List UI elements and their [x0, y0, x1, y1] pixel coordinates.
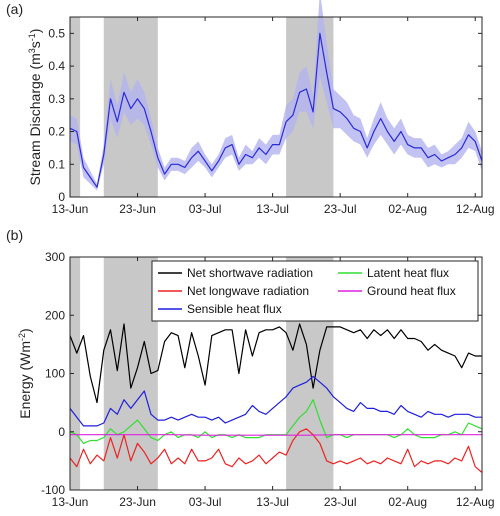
panel-b-xtick-label: 03-Jul: [189, 495, 222, 509]
panel-a-ytick-label: 0.1: [48, 157, 65, 171]
panel-a-xtick-label: 23-Jul: [324, 202, 357, 216]
panel-a-xtick-label: 02-Aug: [388, 202, 427, 216]
panel-b-ytick-label: -100: [41, 483, 65, 497]
panel-a-xtick-label: 13-Jun: [52, 202, 89, 216]
panel-a-ytick-label: 0.2: [48, 125, 65, 139]
panel-a-series-discharge: [69, 32, 483, 188]
legend: Net shortwave radiation Latent heat flux N…: [151, 260, 479, 322]
legend-label-net-longwave-radiation: Net longwave radiation: [187, 284, 309, 298]
panel-b-label: (b): [6, 227, 23, 243]
panel-b-series-ground-heat-flux: [70, 434, 482, 436]
panel-a-xtick-label: 13-Jul: [256, 202, 289, 216]
legend-label-net-shortwave-radiation: Net shortwave radiation: [187, 266, 313, 280]
panel-a-label: (a): [6, 1, 23, 17]
panel-a-ytick-label: 0.3: [48, 92, 65, 106]
panel-a-xtick-label: 23-Jun: [119, 202, 156, 216]
panel-b-xtick-label: 02-Aug: [388, 495, 427, 509]
panel-a-xtick-label: 03-Jul: [189, 202, 222, 216]
panel-a-xtick-label: 12-Aug: [456, 202, 495, 216]
panel-b-ytick-label: 300: [45, 250, 65, 264]
legend-label-ground-heat-flux: Ground heat flux: [367, 284, 456, 298]
legend-label-latent-heat-flux: Latent heat flux: [367, 266, 449, 280]
panel-b-ytick-label: 100: [45, 367, 65, 381]
legend-box: [151, 260, 479, 322]
panel-b-series-sensible-heat-flux: [69, 375, 482, 427]
panel-b-xtick-label: 23-Jun: [119, 495, 156, 509]
panel-b-series-net-longwave-radiation: [69, 428, 483, 473]
panel-b-ytick-label: 0: [58, 425, 65, 439]
panel-b-xtick-label: 13-Jul: [256, 495, 289, 509]
panel-b-xtick-label: 12-Aug: [456, 495, 495, 509]
panel-a-ytick-label: 0.4: [48, 59, 65, 73]
panel-b: (b) -100 0 100 200 300 13-Jun 23-Jun 03-Jul 13-Ju…: [6, 227, 495, 509]
legend-label-sensible-heat-flux: Sensible heat flux: [187, 302, 282, 316]
panel-a-axes-box: [69, 16, 483, 198]
panel-a-ytick-label: 0: [58, 190, 65, 204]
panel-b-shaded-period: [103, 257, 158, 490]
panel-a-uncertainty-band: [70, 0, 482, 191]
panel-a-ytick-label: 0.5: [48, 26, 65, 40]
panel-a-ylabel: Stream Discharge (m3s-1): [27, 29, 43, 186]
panel-b-xtick-label: 23-Jul: [324, 495, 357, 509]
panel-b-shaded-period: [70, 257, 81, 490]
panel-b-series-net-shortwave-radiation: [69, 323, 482, 404]
panel-a: (a) 0 0.1 0.2 0.3 0.4 0.5 13-Jun 23-Jun 03-Jul 13-…: [6, 0, 495, 216]
panel-b-xtick-label: 13-Jun: [52, 495, 89, 509]
panel-b-ylabel: Energy (Wm-2): [17, 328, 33, 418]
panel-b-ytick-label: 200: [45, 308, 65, 322]
panel-a-shaded-period: [70, 17, 81, 197]
